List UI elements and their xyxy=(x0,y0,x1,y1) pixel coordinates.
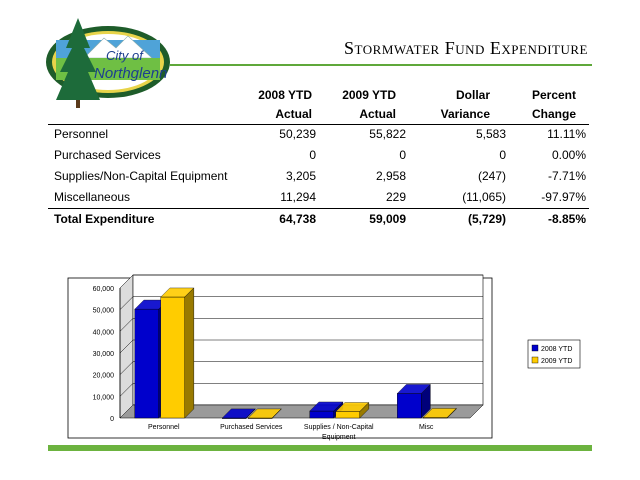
logo-text-name: Northglenn xyxy=(94,65,167,82)
row-variance: (247) xyxy=(477,169,506,183)
table-total-row: Total Expenditure 64,738 59,009 (5,729) … xyxy=(48,209,589,230)
bar xyxy=(397,393,422,419)
header-variance: Dollar Variance xyxy=(420,86,490,124)
y-tick-label: 60,000 xyxy=(93,286,115,293)
y-tick-label: 0 xyxy=(110,416,114,423)
table-top-border xyxy=(48,124,589,125)
row-2009: 2,958 xyxy=(375,169,406,183)
row-2009: 55,822 xyxy=(369,127,406,141)
header-2009-line2: Actual xyxy=(359,107,396,121)
logo-text-city: City of xyxy=(106,48,144,63)
gridline xyxy=(119,339,483,354)
legend-swatch xyxy=(531,344,539,352)
header-2008-line1: 2008 YTD xyxy=(258,88,312,102)
row-percent: 11.11% xyxy=(547,127,586,141)
title-rule xyxy=(170,64,592,66)
header-2008-line2: Actual xyxy=(275,107,312,121)
total-variance: (5,729) xyxy=(467,212,506,226)
y-tick-label: 20,000 xyxy=(93,373,115,380)
table-total-border xyxy=(48,208,589,209)
total-label: Total Expenditure xyxy=(54,212,155,226)
gridline xyxy=(119,361,483,375)
row-2008: 11,294 xyxy=(280,190,316,204)
header-2009: 2009 YTD Actual xyxy=(330,86,396,124)
bar-side xyxy=(246,408,256,419)
y-tick-label: 40,000 xyxy=(93,329,115,336)
table-row: Miscellaneous 11,294 229 (11,065) -97.97… xyxy=(48,187,589,208)
bar xyxy=(309,410,334,419)
row-variance: 0 xyxy=(499,148,506,162)
row-label: Supplies/Non-Capital Equipment xyxy=(54,169,228,183)
legend-label: 2009 YTD xyxy=(541,358,572,365)
row-2009: 229 xyxy=(385,190,406,204)
gridline xyxy=(119,318,483,332)
row-label: Personnel xyxy=(54,127,109,141)
gridline xyxy=(119,274,483,289)
row-2008: 3,205 xyxy=(285,169,316,183)
x-tick-label: Misc xyxy=(419,424,434,431)
legend-label: 2008 YTD xyxy=(541,346,572,353)
row-2008: 50,239 xyxy=(279,127,316,141)
row-2008: 0 xyxy=(309,148,316,162)
header-percent: Percent Change xyxy=(510,86,576,124)
x-tick-label: Purchased Services xyxy=(220,424,283,431)
header-variance-line2: Variance xyxy=(440,107,490,121)
row-label: Purchased Services xyxy=(54,148,161,162)
total-2008: 64,738 xyxy=(279,212,316,226)
table-row: Supplies/Non-Capital Equipment 3,205 2,9… xyxy=(48,166,589,187)
y-tick-label: 50,000 xyxy=(93,308,115,315)
header-2009-line1: 2009 YTD xyxy=(342,88,396,102)
bar-side xyxy=(359,402,370,419)
row-percent: 0.00% xyxy=(551,148,586,162)
header-2008: 2008 YTD Actual xyxy=(246,86,312,124)
y-tick-label: 10,000 xyxy=(93,394,115,401)
total-percent: -8.85% xyxy=(547,212,586,226)
row-variance: 5,583 xyxy=(475,127,506,141)
header-percent-line1: Percent xyxy=(531,88,576,102)
header-variance-line1: Dollar xyxy=(455,88,490,102)
footer-rule xyxy=(48,445,592,451)
table-row: Purchased Services 0 0 0 0.00% xyxy=(48,145,589,166)
bar xyxy=(160,296,185,419)
bar-side xyxy=(447,407,457,419)
legend-box xyxy=(527,339,581,369)
row-variance: (11,065) xyxy=(462,190,506,204)
row-percent: -7.71% xyxy=(547,169,586,183)
row-percent: -97.97% xyxy=(541,190,586,204)
header-percent-line2: Change xyxy=(531,107,576,121)
legend-swatch xyxy=(531,356,539,364)
y-tick-label: 30,000 xyxy=(93,351,115,358)
row-label: Miscellaneous xyxy=(54,190,131,204)
bar xyxy=(134,308,159,419)
x-tick-label: Supplies / Non-Capital xyxy=(304,424,374,431)
bar xyxy=(335,411,360,419)
total-2009: 59,009 xyxy=(369,212,406,226)
city-logo: City of Northglenn xyxy=(46,18,170,108)
gridline xyxy=(119,383,483,397)
bar-side xyxy=(421,383,431,419)
row-2009: 0 xyxy=(399,148,406,162)
gridline xyxy=(119,296,483,310)
table-row: Personnel 50,239 55,822 5,583 11.11% xyxy=(48,124,589,145)
page-title: Stormwater Fund Expenditure xyxy=(344,38,588,58)
x-tick-label: Personnel xyxy=(148,424,180,431)
bar-side xyxy=(272,408,282,419)
x-tick-label: Equipment xyxy=(322,434,356,441)
bar-side xyxy=(184,287,195,419)
